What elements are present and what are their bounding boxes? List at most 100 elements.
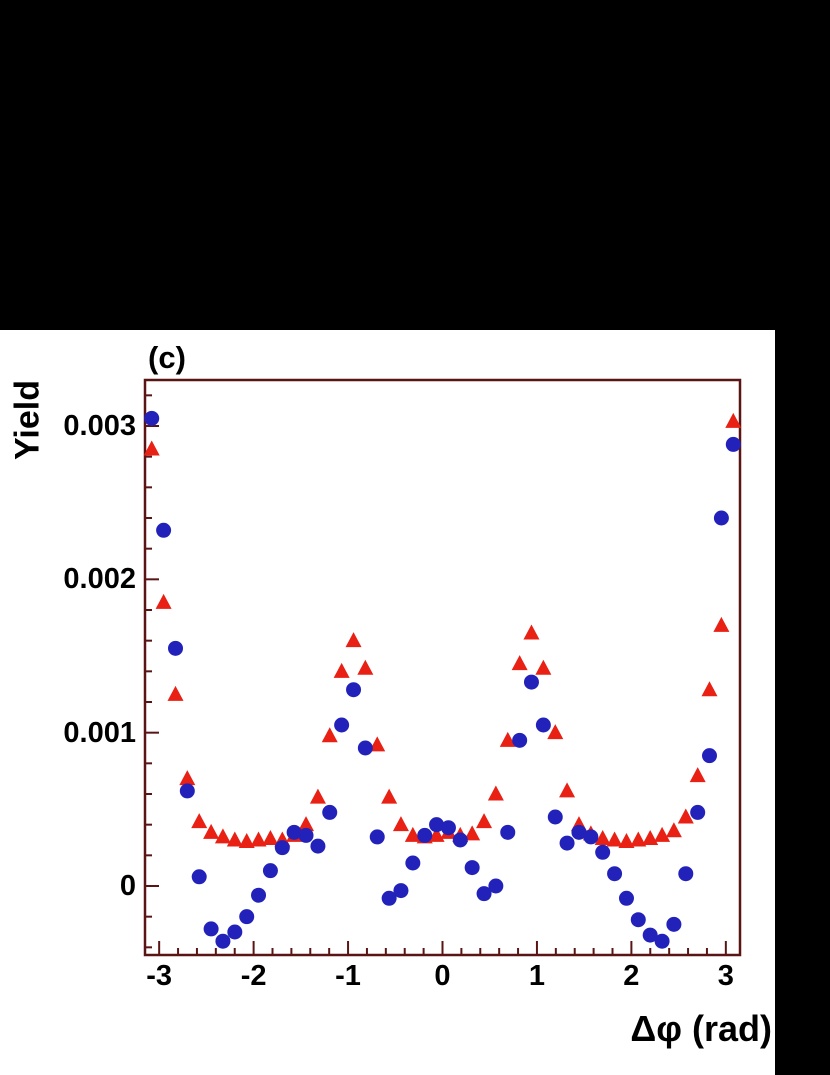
data-point-triangle <box>499 731 516 747</box>
data-point-circle <box>346 682 362 698</box>
y-axis-title: Yield <box>8 380 47 460</box>
data-point-triangle <box>298 816 315 832</box>
data-point-triangle <box>357 659 374 675</box>
data-point-circle <box>476 886 492 902</box>
data-point-triangle <box>677 808 694 824</box>
data-point-circle <box>571 824 587 840</box>
data-point-triangle <box>523 624 540 640</box>
data-point-triangle <box>464 825 481 841</box>
data-point-triangle <box>559 782 576 798</box>
data-point-circle <box>262 863 278 879</box>
data-point-circle <box>227 924 243 940</box>
panel-label: (c) <box>148 340 186 375</box>
data-point-circle <box>251 887 267 903</box>
plot-panel <box>0 330 775 1075</box>
data-point-circle <box>440 820 456 836</box>
data-point-triangle <box>214 828 231 844</box>
data-point-circle <box>701 748 717 764</box>
data-point-circle <box>488 878 504 894</box>
data-point-triangle <box>309 788 326 804</box>
data-point-circle <box>357 740 373 756</box>
data-point-circle <box>618 890 634 906</box>
data-point-circle <box>286 824 302 840</box>
data-point-circle <box>559 835 575 851</box>
data-point-circle <box>156 522 172 538</box>
data-point-circle <box>666 916 682 932</box>
data-point-triangle <box>250 831 267 847</box>
data-point-triangle <box>642 829 659 845</box>
data-point-circle <box>583 829 599 845</box>
data-point-circle <box>215 933 231 949</box>
data-point-circle <box>500 824 516 840</box>
data-point-triangle <box>630 831 647 847</box>
data-point-circle <box>191 869 207 885</box>
data-point-triangle <box>547 724 564 740</box>
data-point-triangle <box>487 785 504 801</box>
data-point-circle <box>417 827 433 843</box>
data-point-circle <box>144 410 160 426</box>
data-point-triangle <box>321 727 338 743</box>
data-point-triangle <box>226 831 243 847</box>
data-point-triangle <box>238 833 255 849</box>
data-point-triangle <box>701 681 718 697</box>
data-point-triangle <box>404 826 421 842</box>
data-point-triangle <box>725 412 742 428</box>
data-point-circle <box>690 804 706 820</box>
data-point-circle <box>334 717 350 733</box>
data-point-triangle <box>654 826 671 842</box>
data-point-circle <box>405 855 421 871</box>
data-point-circle <box>452 832 468 848</box>
data-point-triangle <box>345 632 362 648</box>
data-point-circle <box>512 732 528 748</box>
data-point-triangle <box>606 831 623 847</box>
data-point-triangle <box>381 788 398 804</box>
data-point-triangle <box>143 440 160 456</box>
data-point-circle <box>642 927 658 943</box>
data-point-triangle <box>476 813 493 829</box>
data-point-triangle <box>203 823 220 839</box>
data-point-circle <box>168 640 184 656</box>
plot-frame <box>143 378 742 957</box>
data-point-circle <box>298 827 314 843</box>
data-point-circle <box>464 860 480 876</box>
data-point-circle <box>274 840 290 856</box>
data-point-circle <box>678 866 694 882</box>
data-point-circle <box>381 890 397 906</box>
data-point-triangle <box>689 767 706 783</box>
data-point-triangle <box>191 813 208 829</box>
data-point-circle <box>713 510 729 526</box>
data-point-triangle <box>511 655 528 671</box>
x-axis-title: Δφ (rad) <box>630 1008 772 1049</box>
data-point-circle <box>654 933 670 949</box>
data-point-triangle <box>167 685 184 701</box>
data-point-circle <box>535 717 551 733</box>
data-point-triangle <box>535 659 552 675</box>
data-point-circle <box>310 838 326 854</box>
data-point-triangle <box>713 616 730 632</box>
data-point-circle <box>369 829 385 845</box>
data-point-circle <box>179 783 195 799</box>
data-point-triangle <box>665 822 682 838</box>
data-point-triangle <box>262 829 279 845</box>
data-point-circle <box>322 804 338 820</box>
data-point-triangle <box>155 593 172 609</box>
data-point-triangle <box>428 826 445 842</box>
data-point-circle <box>630 912 646 928</box>
data-point-circle <box>393 883 409 899</box>
data-point-triangle <box>369 736 386 752</box>
data-point-circle <box>595 844 611 860</box>
data-point-triangle <box>333 662 350 678</box>
data-point-triangle <box>392 816 409 832</box>
data-point-circle <box>429 817 445 833</box>
data-point-triangle <box>179 770 196 786</box>
data-point-circle <box>523 674 539 690</box>
data-point-circle <box>203 921 219 937</box>
data-point-circle <box>547 809 563 825</box>
data-point-circle <box>239 909 255 925</box>
data-point-triangle <box>594 829 611 845</box>
data-point-circle <box>725 436 741 452</box>
data-point-triangle <box>618 833 635 849</box>
data-point-circle <box>607 866 623 882</box>
